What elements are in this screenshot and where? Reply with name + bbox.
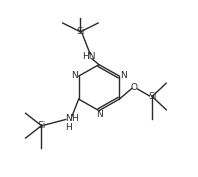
- Text: N: N: [96, 110, 103, 119]
- Text: N: N: [71, 71, 78, 80]
- Text: H: H: [71, 114, 78, 123]
- Text: HN: HN: [83, 52, 96, 61]
- Text: O: O: [131, 83, 138, 92]
- Text: N: N: [66, 114, 72, 123]
- Text: Si: Si: [148, 92, 156, 101]
- Text: H: H: [66, 123, 72, 132]
- Text: N: N: [120, 71, 127, 80]
- Text: Si: Si: [37, 121, 46, 130]
- Text: Si: Si: [76, 27, 85, 36]
